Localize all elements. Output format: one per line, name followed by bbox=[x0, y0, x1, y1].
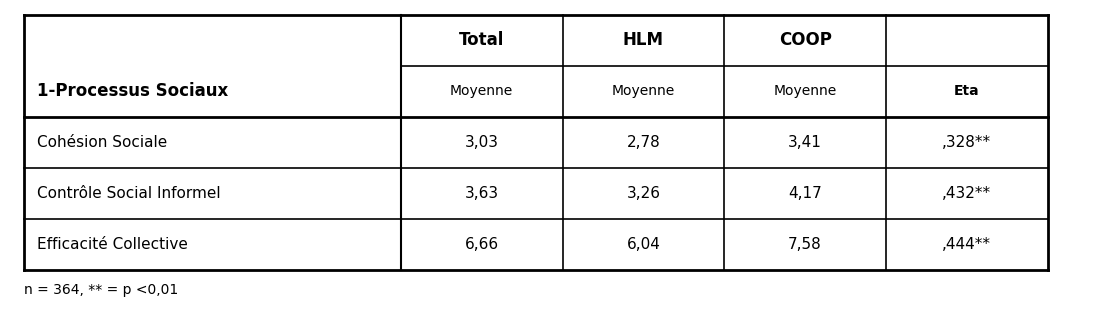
Text: 3,26: 3,26 bbox=[626, 186, 661, 201]
Text: Total: Total bbox=[459, 31, 505, 49]
Text: 3,41: 3,41 bbox=[788, 135, 822, 150]
Text: Contrôle Social Informel: Contrôle Social Informel bbox=[37, 186, 221, 201]
Text: Moyenne: Moyenne bbox=[612, 84, 675, 98]
Text: 3,63: 3,63 bbox=[465, 186, 499, 201]
Text: 4,17: 4,17 bbox=[789, 186, 822, 201]
Text: 3,03: 3,03 bbox=[465, 135, 499, 150]
Text: Efficacité Collective: Efficacité Collective bbox=[37, 237, 188, 252]
Text: COOP: COOP bbox=[779, 31, 831, 49]
Text: n = 364, ** = p <0,01: n = 364, ** = p <0,01 bbox=[23, 283, 178, 297]
Text: 6,66: 6,66 bbox=[465, 237, 499, 252]
Text: Moyenne: Moyenne bbox=[450, 84, 514, 98]
Text: ,444**: ,444** bbox=[942, 237, 991, 252]
Text: Eta: Eta bbox=[954, 84, 979, 98]
Text: 2,78: 2,78 bbox=[626, 135, 661, 150]
Text: 6,04: 6,04 bbox=[626, 237, 661, 252]
Text: HLM: HLM bbox=[623, 31, 664, 49]
Text: 1-Processus Sociaux: 1-Processus Sociaux bbox=[37, 82, 228, 100]
Text: ,328**: ,328** bbox=[942, 135, 991, 150]
Text: 7,58: 7,58 bbox=[789, 237, 822, 252]
Text: Moyenne: Moyenne bbox=[773, 84, 837, 98]
Text: Cohésion Sociale: Cohésion Sociale bbox=[37, 135, 167, 150]
Text: ,432**: ,432** bbox=[942, 186, 991, 201]
